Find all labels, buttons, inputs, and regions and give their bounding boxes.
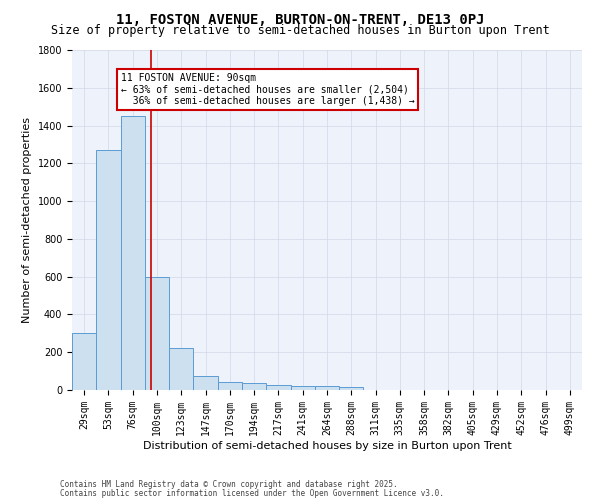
X-axis label: Distribution of semi-detached houses by size in Burton upon Trent: Distribution of semi-detached houses by … xyxy=(143,440,511,450)
Bar xyxy=(169,348,193,390)
Text: Contains HM Land Registry data © Crown copyright and database right 2025.: Contains HM Land Registry data © Crown c… xyxy=(60,480,398,489)
Bar xyxy=(121,116,145,390)
Bar xyxy=(290,386,315,390)
Text: 11 FOSTON AVENUE: 90sqm
← 63% of semi-detached houses are smaller (2,504)
  36% : 11 FOSTON AVENUE: 90sqm ← 63% of semi-de… xyxy=(121,72,415,106)
Bar xyxy=(242,384,266,390)
Text: 11, FOSTON AVENUE, BURTON-ON-TRENT, DE13 0PJ: 11, FOSTON AVENUE, BURTON-ON-TRENT, DE13… xyxy=(116,12,484,26)
Y-axis label: Number of semi-detached properties: Number of semi-detached properties xyxy=(22,117,32,323)
Text: Size of property relative to semi-detached houses in Burton upon Trent: Size of property relative to semi-detach… xyxy=(50,24,550,37)
Bar xyxy=(218,382,242,390)
Bar xyxy=(266,386,290,390)
Bar xyxy=(339,387,364,390)
Bar xyxy=(315,386,339,390)
Bar xyxy=(145,276,169,390)
Bar xyxy=(72,334,96,390)
Bar xyxy=(193,376,218,390)
Bar xyxy=(96,150,121,390)
Text: Contains public sector information licensed under the Open Government Licence v3: Contains public sector information licen… xyxy=(60,488,444,498)
